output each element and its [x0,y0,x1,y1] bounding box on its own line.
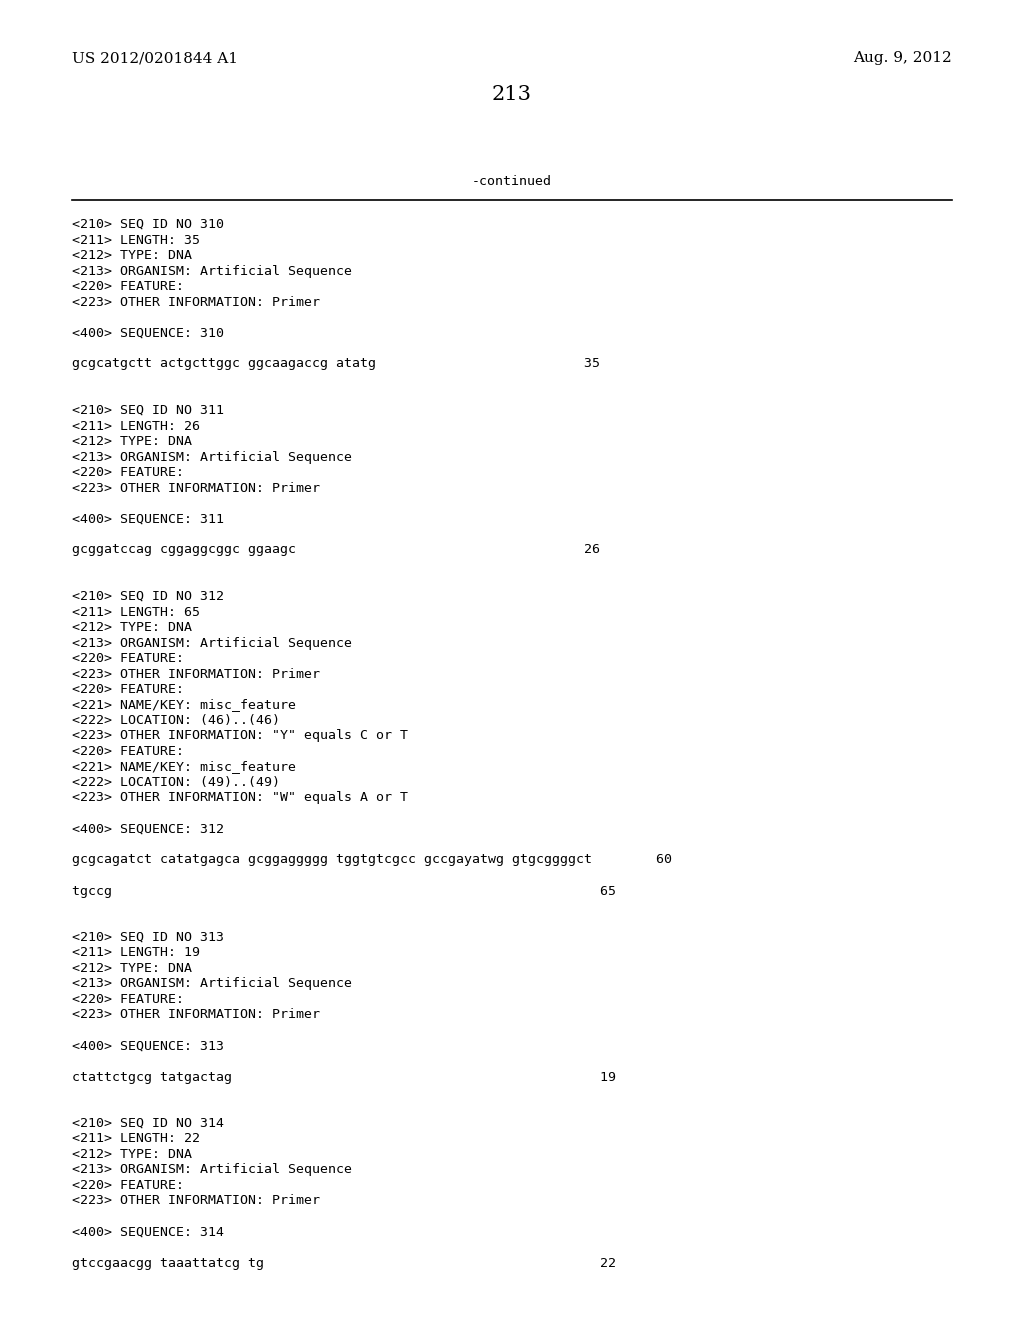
Text: <212> TYPE: DNA: <212> TYPE: DNA [72,436,193,447]
Text: <212> TYPE: DNA: <212> TYPE: DNA [72,620,193,634]
Text: Aug. 9, 2012: Aug. 9, 2012 [853,51,952,65]
Text: <211> LENGTH: 19: <211> LENGTH: 19 [72,946,200,960]
Text: <213> ORGANISM: Artificial Sequence: <213> ORGANISM: Artificial Sequence [72,450,352,463]
Text: -continued: -continued [472,176,552,187]
Text: ctattctgcg tatgactag                                              19: ctattctgcg tatgactag 19 [72,1071,616,1084]
Text: <223> OTHER INFORMATION: Primer: <223> OTHER INFORMATION: Primer [72,668,319,681]
Text: gtccgaacgg taaattatcg tg                                          22: gtccgaacgg taaattatcg tg 22 [72,1257,616,1270]
Text: <400> SEQUENCE: 310: <400> SEQUENCE: 310 [72,326,224,339]
Text: <213> ORGANISM: Artificial Sequence: <213> ORGANISM: Artificial Sequence [72,636,352,649]
Text: <212> TYPE: DNA: <212> TYPE: DNA [72,249,193,261]
Text: <210> SEQ ID NO 313: <210> SEQ ID NO 313 [72,931,224,944]
Text: <220> FEATURE:: <220> FEATURE: [72,682,184,696]
Text: <220> FEATURE:: <220> FEATURE: [72,993,184,1006]
Text: <211> LENGTH: 35: <211> LENGTH: 35 [72,234,200,247]
Text: <212> TYPE: DNA: <212> TYPE: DNA [72,962,193,975]
Text: gcgcagatct catatgagca gcggaggggg tggtgtcgcc gccgayatwg gtgcggggct        60: gcgcagatct catatgagca gcggaggggg tggtgtc… [72,854,672,866]
Text: <210> SEQ ID NO 310: <210> SEQ ID NO 310 [72,218,224,231]
Text: <223> OTHER INFORMATION: Primer: <223> OTHER INFORMATION: Primer [72,1195,319,1208]
Text: <220> FEATURE:: <220> FEATURE: [72,744,184,758]
Text: <212> TYPE: DNA: <212> TYPE: DNA [72,1148,193,1162]
Text: <222> LOCATION: (49)..(49): <222> LOCATION: (49)..(49) [72,776,280,789]
Text: <210> SEQ ID NO 312: <210> SEQ ID NO 312 [72,590,224,603]
Text: gcggatccag cggaggcggc ggaagc                                    26: gcggatccag cggaggcggc ggaagc 26 [72,544,600,557]
Text: <223> OTHER INFORMATION: "W" equals A or T: <223> OTHER INFORMATION: "W" equals A or… [72,792,408,804]
Text: <220> FEATURE:: <220> FEATURE: [72,466,184,479]
Text: <213> ORGANISM: Artificial Sequence: <213> ORGANISM: Artificial Sequence [72,264,352,277]
Text: <221> NAME/KEY: misc_feature: <221> NAME/KEY: misc_feature [72,760,296,774]
Text: <223> OTHER INFORMATION: Primer: <223> OTHER INFORMATION: Primer [72,1008,319,1022]
Text: tgccg                                                             65: tgccg 65 [72,884,616,898]
Text: <211> LENGTH: 65: <211> LENGTH: 65 [72,606,200,619]
Text: <400> SEQUENCE: 314: <400> SEQUENCE: 314 [72,1225,224,1238]
Text: <213> ORGANISM: Artificial Sequence: <213> ORGANISM: Artificial Sequence [72,978,352,990]
Text: <400> SEQUENCE: 312: <400> SEQUENCE: 312 [72,822,224,836]
Text: US 2012/0201844 A1: US 2012/0201844 A1 [72,51,238,65]
Text: <223> OTHER INFORMATION: Primer: <223> OTHER INFORMATION: Primer [72,482,319,495]
Text: <223> OTHER INFORMATION: "Y" equals C or T: <223> OTHER INFORMATION: "Y" equals C or… [72,730,408,742]
Text: <222> LOCATION: (46)..(46): <222> LOCATION: (46)..(46) [72,714,280,727]
Text: 213: 213 [492,84,532,104]
Text: <211> LENGTH: 26: <211> LENGTH: 26 [72,420,200,433]
Text: <223> OTHER INFORMATION: Primer: <223> OTHER INFORMATION: Primer [72,296,319,309]
Text: <220> FEATURE:: <220> FEATURE: [72,652,184,665]
Text: <400> SEQUENCE: 311: <400> SEQUENCE: 311 [72,512,224,525]
Text: <221> NAME/KEY: misc_feature: <221> NAME/KEY: misc_feature [72,698,296,711]
Text: <220> FEATURE:: <220> FEATURE: [72,280,184,293]
Text: <210> SEQ ID NO 311: <210> SEQ ID NO 311 [72,404,224,417]
Text: <210> SEQ ID NO 314: <210> SEQ ID NO 314 [72,1117,224,1130]
Text: <220> FEATURE:: <220> FEATURE: [72,1179,184,1192]
Text: <211> LENGTH: 22: <211> LENGTH: 22 [72,1133,200,1146]
Text: <213> ORGANISM: Artificial Sequence: <213> ORGANISM: Artificial Sequence [72,1163,352,1176]
Text: <400> SEQUENCE: 313: <400> SEQUENCE: 313 [72,1040,224,1052]
Text: gcgcatgctt actgcttggc ggcaagaccg atatg                          35: gcgcatgctt actgcttggc ggcaagaccg atatg 3… [72,358,600,371]
